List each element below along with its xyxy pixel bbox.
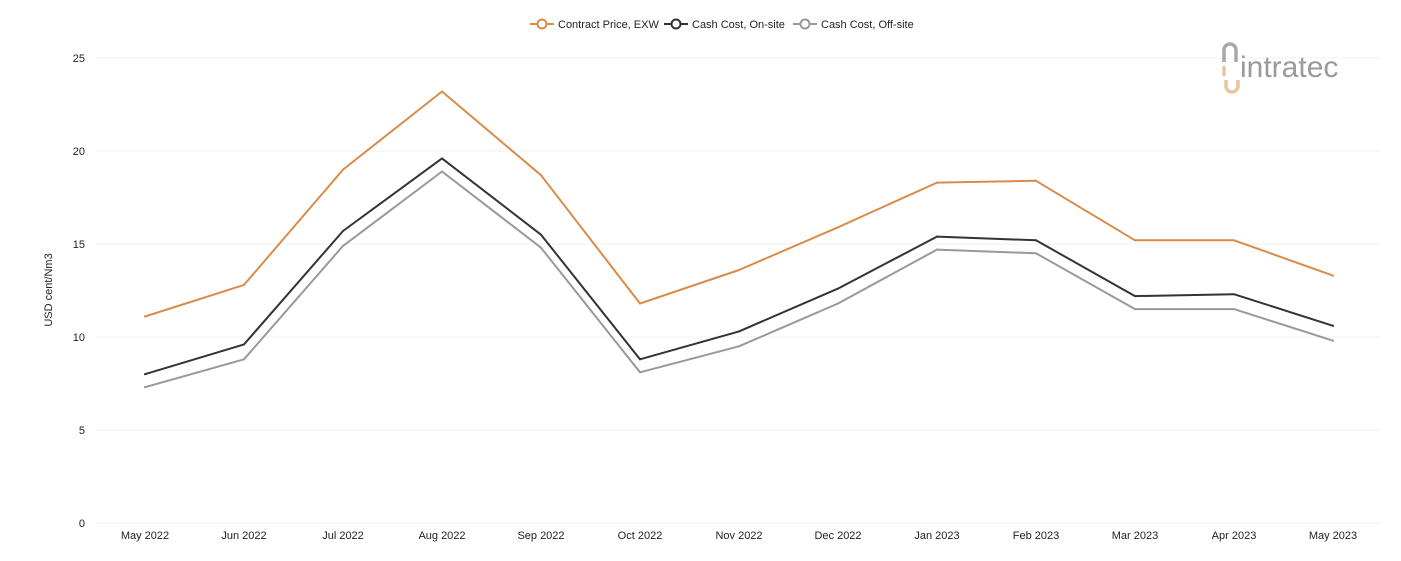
data-point (1134, 295, 1136, 298)
legend-marker (799, 18, 811, 30)
x-tick-label: Nov 2022 (715, 530, 762, 542)
data-point (936, 235, 938, 238)
data-point (144, 373, 146, 376)
x-tick-label: Feb 2023 (1013, 530, 1059, 542)
data-point (144, 386, 146, 389)
y-axis-title: USD cent/Nm3 (43, 253, 55, 326)
series-1 (144, 90, 1334, 318)
legend-marker (536, 18, 548, 30)
x-tick-label: Mar 2023 (1112, 530, 1158, 542)
data-point (441, 170, 443, 173)
data-point (540, 174, 542, 177)
data-point (342, 229, 344, 232)
data-point (936, 181, 938, 184)
intratec-logo-icon (1222, 42, 1240, 94)
y-tick-label: 5 (79, 425, 85, 437)
legend-label: Cash Cost, On-site (692, 19, 785, 31)
series-3 (144, 170, 1334, 389)
data-point (1332, 339, 1334, 342)
data-point (837, 287, 839, 290)
legend-item: Contract Price, EXW (530, 18, 659, 31)
data-point (441, 90, 443, 93)
data-point (1332, 274, 1334, 277)
legend-item: Cash Cost, Off-site (793, 18, 914, 31)
data-point (342, 168, 344, 171)
y-tick-label: 10 (73, 332, 85, 344)
x-tick-label: Jan 2023 (914, 530, 959, 542)
x-tick-label: Jul 2022 (322, 530, 364, 542)
y-tick-label: 0 (79, 518, 85, 530)
legend-label: Contract Price, EXW (558, 19, 659, 31)
x-axis-ticks: May 2022 Jun 2022 Jul 2022 Aug 2022 Sep 2022… (121, 530, 1357, 542)
data-point (144, 315, 146, 318)
data-point (1233, 239, 1235, 242)
data-point (540, 246, 542, 249)
data-point (1233, 293, 1235, 296)
chart-legend: Contract Price, EXW Cash Cost, On-site Cas… (530, 18, 914, 31)
data-point (837, 226, 839, 229)
series-2 (144, 157, 1334, 376)
data-point (738, 269, 740, 272)
data-point (342, 244, 344, 247)
data-point (738, 330, 740, 333)
data-point (1134, 239, 1136, 242)
x-tick-label: Dec 2022 (814, 530, 861, 542)
y-axis-ticks: 0 5 10 15 20 25 (73, 53, 85, 530)
legend-label: Cash Cost, Off-site (821, 19, 914, 31)
data-point (540, 233, 542, 236)
data-point (639, 358, 641, 361)
y-tick-label: 15 (73, 239, 85, 251)
data-point (243, 358, 245, 361)
x-tick-label: Sep 2022 (517, 530, 564, 542)
data-point (1332, 324, 1334, 327)
data-point (1233, 308, 1235, 311)
series-group (144, 90, 1334, 389)
series-line (144, 170, 1334, 389)
data-point (837, 302, 839, 305)
x-tick-label: May 2023 (1309, 530, 1357, 542)
legend-marker (670, 18, 682, 30)
data-point (441, 157, 443, 160)
y-tick-label: 20 (73, 146, 85, 158)
data-point (738, 345, 740, 348)
x-tick-label: Oct 2022 (618, 530, 663, 542)
data-point (1134, 308, 1136, 311)
data-point (243, 343, 245, 346)
legend-item: Cash Cost, On-site (664, 18, 785, 31)
data-point (1035, 252, 1037, 255)
data-point (1035, 239, 1037, 242)
data-point (1035, 179, 1037, 182)
y-tick-label: 25 (73, 53, 85, 65)
x-tick-label: Apr 2023 (1212, 530, 1257, 542)
data-point (936, 248, 938, 251)
data-point (639, 302, 641, 305)
series-line (144, 157, 1334, 376)
intratec-logo: intratec (1222, 42, 1338, 94)
data-point (639, 371, 641, 374)
data-point (243, 283, 245, 286)
x-tick-label: Jun 2022 (221, 530, 266, 542)
gridlines (96, 57, 1382, 524)
series-line (144, 90, 1334, 318)
x-tick-label: May 2022 (121, 530, 169, 542)
x-tick-label: Aug 2022 (418, 530, 465, 542)
logo-text: intratec (1240, 51, 1338, 84)
